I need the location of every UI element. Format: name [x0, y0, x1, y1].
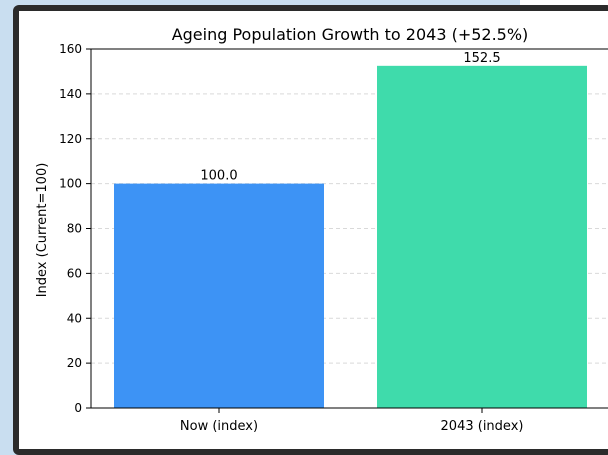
x-ticks: Now (index) 2043 (index) [180, 408, 524, 434]
y-tick-label: 120 [59, 132, 82, 146]
y-tick-label: 160 [59, 42, 82, 56]
bar [114, 183, 324, 408]
x-tick-label: 2043 (index) [441, 419, 524, 434]
value-labels: 100.0 152.5 [200, 51, 500, 184]
bar [377, 65, 587, 408]
y-tick-label: 20 [67, 356, 82, 370]
chart-title: Ageing Population Growth to 2043 (+52.5%… [172, 25, 529, 44]
bar-value-label: 152.5 [463, 51, 500, 66]
y-tick-label: 140 [59, 87, 82, 101]
y-tick-label: 80 [67, 222, 82, 236]
y-tick-label: 40 [67, 311, 82, 325]
y-ticks: 0 20 40 60 80 100 120 140 160 [59, 42, 91, 415]
y-tick-label: 100 [59, 177, 82, 191]
y-tick-label: 60 [67, 266, 82, 280]
bars [114, 65, 587, 408]
x-tick-label: Now (index) [180, 419, 258, 434]
bar-value-label: 100.0 [200, 169, 237, 184]
y-axis-label: Index (Current=100) [35, 163, 50, 298]
y-tick-label: 0 [74, 401, 82, 415]
